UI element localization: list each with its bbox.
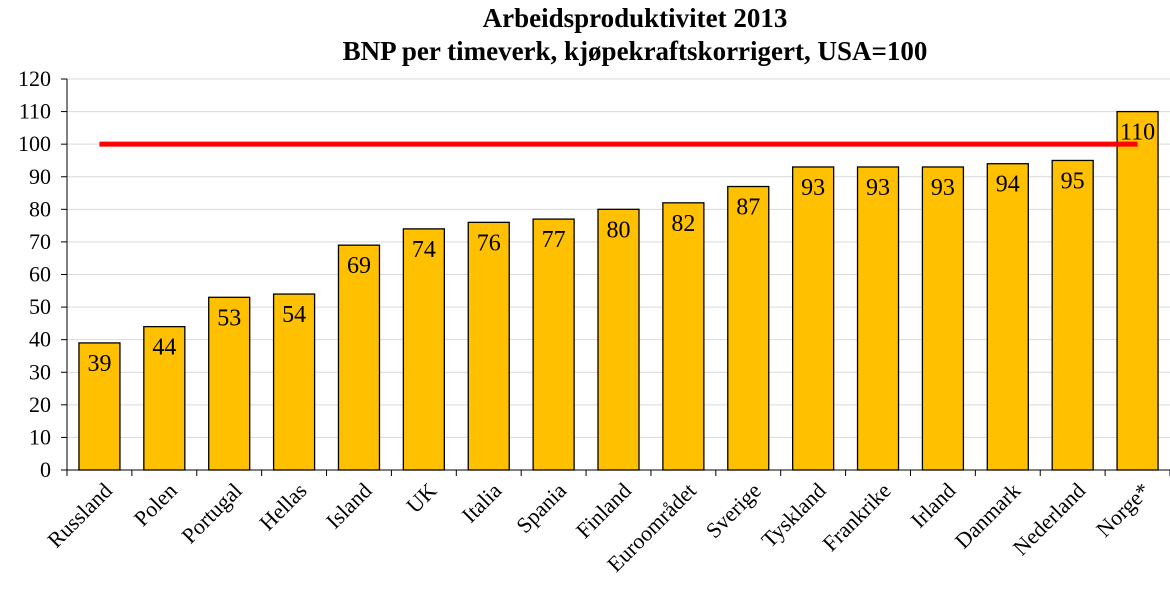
- y-tick-label: 10: [29, 424, 51, 449]
- bar: [78, 342, 121, 471]
- data-label: 76: [477, 230, 501, 256]
- y-tick-label: 60: [29, 262, 51, 287]
- data-label: 82: [671, 211, 695, 237]
- y-tick-label: 20: [29, 392, 51, 417]
- bar: [986, 163, 1029, 471]
- y-tick-label: 0: [40, 457, 51, 482]
- y-tick-label: 80: [29, 196, 51, 221]
- chart-title-line1: Arbeidsproduktivitet 2013: [482, 3, 788, 33]
- y-tick-label: 70: [29, 229, 51, 254]
- category-label: Polen: [129, 478, 182, 531]
- y-tick-label: 100: [18, 131, 51, 156]
- data-labels: 39 44 53 54 69 74 76 77 80 82 87 93 93 93 94 95 110: [87, 120, 1155, 377]
- bar: [1116, 110, 1159, 471]
- bar: [1051, 159, 1094, 471]
- category-label: Finland: [571, 478, 636, 543]
- data-label: 44: [152, 335, 176, 361]
- category-label: Spania: [511, 478, 571, 538]
- bar: [467, 221, 510, 471]
- bar: [856, 166, 900, 471]
- bar: [921, 166, 965, 471]
- chart-title: Arbeidsproduktivitet 2013 BNP per timeve…: [0, 2, 1170, 68]
- category-label: Irland: [906, 478, 961, 533]
- bar: [791, 166, 835, 471]
- data-label: 53: [217, 305, 241, 331]
- y-tick-label: 40: [29, 327, 51, 352]
- category-label: Russland: [42, 478, 117, 553]
- bar: [337, 244, 381, 471]
- y-tick-label: 90: [29, 164, 51, 189]
- data-label: 69: [347, 253, 371, 279]
- data-label: 74: [412, 237, 436, 263]
- category-label: UK: [401, 478, 441, 518]
- data-label: 39: [87, 351, 111, 377]
- bar: [272, 293, 316, 471]
- y-tick-label: 120: [18, 66, 51, 91]
- chart-title-line2: BNP per timeverk, kjøpekraftskorrigert, …: [342, 36, 928, 66]
- category-label: Hellas: [254, 478, 311, 535]
- data-label: 95: [1061, 168, 1085, 194]
- y-tick-label: 50: [29, 294, 51, 319]
- y-tick-label: 110: [19, 99, 51, 124]
- bar: [597, 208, 640, 471]
- category-label: Nederland: [1008, 478, 1090, 560]
- y-tick-label: 30: [29, 359, 51, 384]
- bar: [402, 228, 446, 471]
- bar: [662, 202, 705, 471]
- data-label: 54: [282, 302, 306, 328]
- category-label: Island: [321, 478, 377, 534]
- data-label: 77: [542, 227, 566, 253]
- data-label: 110: [1120, 120, 1155, 146]
- data-label: 87: [736, 195, 760, 221]
- category-label: Portugal: [176, 478, 246, 548]
- data-label: 93: [931, 175, 955, 201]
- data-label: 94: [996, 172, 1020, 198]
- y-axis: 0 10 20 30 40 50 60 70 80 90 100 110 120: [18, 66, 68, 482]
- category-label: Frankrike: [817, 478, 895, 556]
- bar: [143, 325, 186, 471]
- bars: [78, 110, 1159, 471]
- category-label: Italia: [457, 478, 507, 528]
- bar: [727, 185, 770, 471]
- data-label: 80: [607, 217, 631, 243]
- data-label: 93: [801, 175, 825, 201]
- data-label: 93: [866, 175, 890, 201]
- category-label: Sverige: [701, 478, 766, 543]
- bar: [532, 218, 575, 471]
- category-label: Norge*: [1091, 478, 1155, 542]
